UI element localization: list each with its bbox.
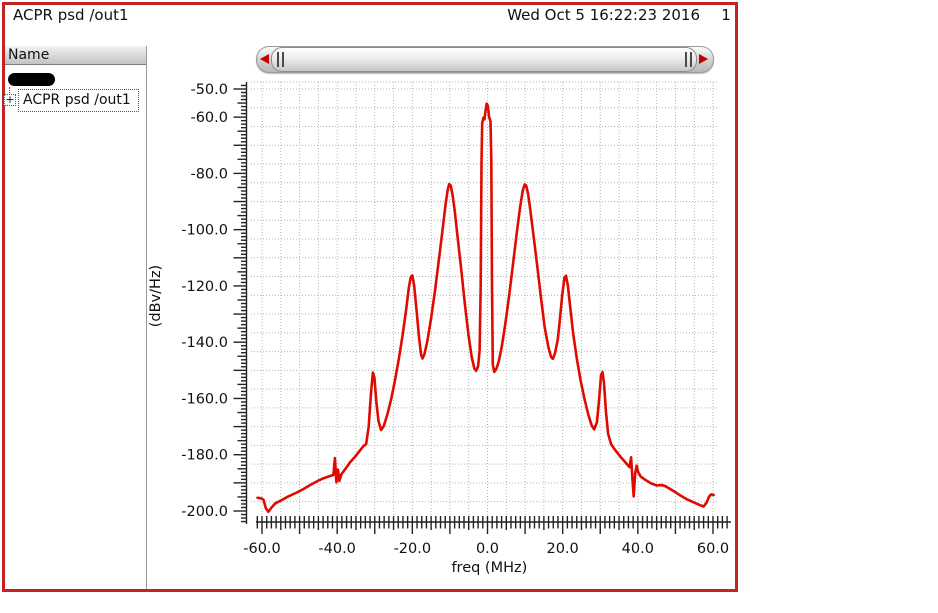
scroll-right-arrow-icon[interactable] bbox=[699, 54, 708, 64]
scrollbar-left-grip-icon[interactable] bbox=[277, 52, 284, 67]
sidebar-divider bbox=[146, 46, 147, 589]
plot-scrollbar-thumb[interactable] bbox=[271, 47, 697, 72]
redacted-label bbox=[8, 73, 55, 86]
scroll-left-arrow-icon[interactable] bbox=[260, 54, 269, 64]
timestamp: Wed Oct 5 16:22:23 2016 bbox=[507, 6, 700, 24]
tree-guide-line bbox=[9, 87, 11, 95]
window-title: ACPR psd /out1 bbox=[13, 6, 129, 24]
tree-expander-button[interactable]: + bbox=[4, 93, 16, 106]
tree-item-acpr-psd-out1[interactable]: ACPR psd /out1 bbox=[18, 89, 139, 112]
scrollbar-right-grip-icon[interactable] bbox=[685, 52, 692, 67]
sidebar-name-header: Name bbox=[5, 46, 146, 65]
page-number: 1 bbox=[721, 6, 731, 24]
